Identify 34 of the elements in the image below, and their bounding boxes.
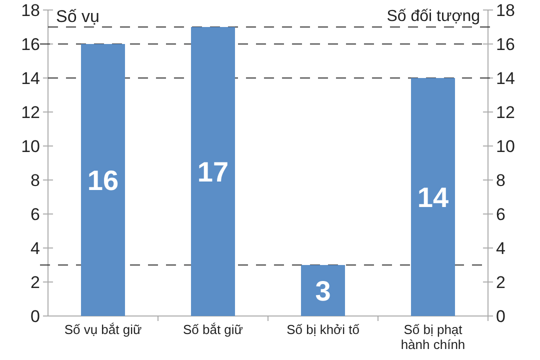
- y-tick-label: 12: [21, 102, 40, 122]
- x-tick-label: Số bị khởi tố: [286, 322, 360, 337]
- data-label: 14: [417, 182, 449, 213]
- data-label: 3: [315, 275, 331, 306]
- y2-tick-label: 6: [496, 204, 506, 224]
- y2-tick-label: 18: [496, 0, 515, 20]
- bar: [191, 27, 235, 316]
- y2-axis-title: Số đối tượng: [386, 8, 480, 25]
- y-tick-label: 16: [21, 34, 40, 54]
- x-tick-label: Số bị phạt hành chính: [400, 322, 466, 352]
- y-tick-label: 18: [21, 0, 40, 20]
- y2-tick-label: 12: [496, 102, 515, 122]
- y-axis-title: Số vụ: [56, 7, 100, 26]
- y-tick-label: 0: [30, 306, 40, 326]
- y-tick-label: 8: [30, 170, 40, 190]
- bar: [81, 44, 125, 316]
- y2-tick-label: 10: [496, 136, 515, 156]
- y2-tick-label: 14: [496, 68, 515, 88]
- bar: [411, 78, 455, 316]
- y2-tick-label: 8: [496, 170, 506, 190]
- x-tick-label: Số bắt giữ: [182, 322, 244, 337]
- y-tick-label: 10: [21, 136, 40, 156]
- data-label: 16: [87, 164, 119, 196]
- y-tick-label: 14: [21, 68, 40, 88]
- y-tick-label: 4: [30, 238, 40, 258]
- data-label: 17: [197, 156, 229, 188]
- y2-tick-label: 4: [496, 238, 506, 258]
- bar: [301, 265, 345, 316]
- x-tick-label: Số vụ bắt giữ: [64, 322, 142, 337]
- y-tick-label: 6: [30, 204, 40, 224]
- y2-tick-label: 16: [496, 34, 515, 54]
- y-tick-label: 2: [30, 272, 40, 292]
- y2-tick-label: 0: [496, 306, 506, 326]
- y2-tick-label: 2: [496, 272, 506, 292]
